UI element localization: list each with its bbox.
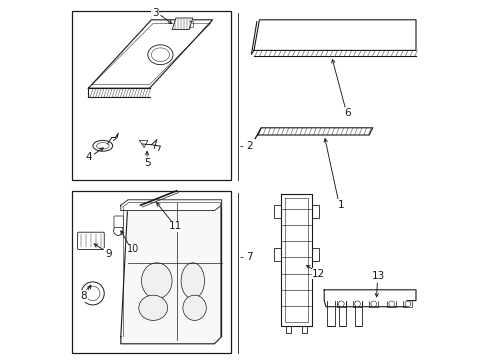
Bar — [72, 191, 231, 353]
Polygon shape — [172, 18, 193, 30]
Ellipse shape — [148, 45, 173, 65]
Text: - 7: - 7 — [240, 252, 254, 262]
Circle shape — [339, 301, 344, 307]
FancyBboxPatch shape — [77, 232, 104, 249]
Text: 10: 10 — [126, 244, 139, 254]
Circle shape — [405, 301, 411, 307]
Ellipse shape — [142, 263, 172, 299]
Bar — [72, 11, 231, 180]
Text: 5: 5 — [144, 158, 150, 168]
Ellipse shape — [181, 263, 204, 299]
Polygon shape — [258, 128, 373, 135]
Ellipse shape — [97, 143, 109, 149]
Polygon shape — [121, 200, 221, 344]
Circle shape — [389, 301, 394, 307]
Text: 12: 12 — [312, 269, 325, 279]
Polygon shape — [88, 20, 213, 88]
FancyBboxPatch shape — [114, 216, 123, 228]
Circle shape — [86, 286, 100, 301]
Text: 4: 4 — [85, 152, 92, 162]
Text: 1: 1 — [338, 200, 345, 210]
Text: - 2: - 2 — [240, 141, 254, 151]
Text: 3: 3 — [152, 8, 158, 18]
Circle shape — [371, 301, 377, 307]
Polygon shape — [324, 290, 416, 307]
Text: 9: 9 — [105, 249, 112, 259]
Text: 6: 6 — [344, 108, 351, 118]
Polygon shape — [121, 200, 221, 211]
Ellipse shape — [93, 140, 113, 151]
Circle shape — [81, 282, 104, 305]
Ellipse shape — [151, 48, 170, 62]
Text: 11: 11 — [169, 221, 182, 231]
Text: 13: 13 — [371, 271, 385, 282]
Polygon shape — [254, 20, 416, 50]
Ellipse shape — [139, 295, 168, 320]
Text: 8: 8 — [80, 291, 87, 301]
Circle shape — [355, 301, 360, 307]
Ellipse shape — [183, 295, 206, 320]
Polygon shape — [140, 140, 148, 148]
Ellipse shape — [114, 225, 123, 235]
Polygon shape — [281, 194, 312, 326]
